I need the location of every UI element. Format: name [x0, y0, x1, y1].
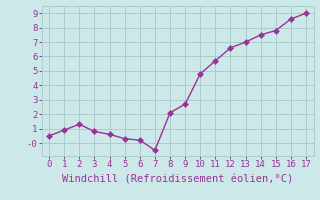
X-axis label: Windchill (Refroidissement éolien,°C): Windchill (Refroidissement éolien,°C) [62, 175, 293, 185]
